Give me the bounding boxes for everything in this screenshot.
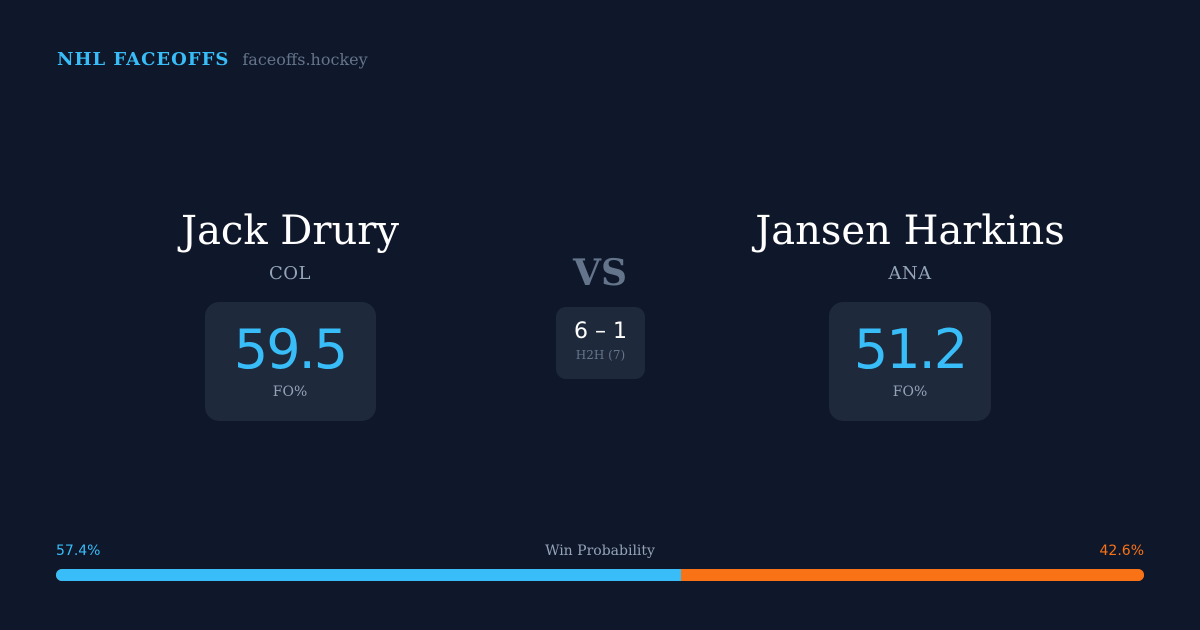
faceoff-label: FO% xyxy=(892,384,928,400)
win-probability-bar xyxy=(56,569,1144,581)
faceoff-label: FO% xyxy=(272,384,308,400)
brand-name: NHL FACEOFFS xyxy=(57,49,230,70)
vs-label: VS xyxy=(573,252,627,294)
win-prob-right: 42.6% xyxy=(1099,543,1144,559)
faceoff-percentage: 59.5 xyxy=(233,318,348,381)
h2h-score: 6 – 1 xyxy=(574,319,627,344)
faceoff-percentage: 51.2 xyxy=(853,318,968,381)
win-prob-bar-right xyxy=(680,569,1144,581)
faceoff-stat-card: 51.2 FO% xyxy=(829,302,991,421)
win-prob-left: 57.4% xyxy=(56,543,101,559)
head-to-head-card: 6 – 1 H2H (7) xyxy=(556,307,645,379)
h2h-label: H2H (7) xyxy=(575,348,626,362)
player-name: Jansen Harkins xyxy=(755,208,1065,254)
player-left: Jack Drury COL 59.5 FO% xyxy=(90,205,490,421)
player-name: Jack Drury xyxy=(181,208,399,254)
brand: NHL FACEOFFS faceoffs.hockey xyxy=(57,49,368,70)
brand-url: faceoffs.hockey xyxy=(242,50,368,69)
player-right: Jansen Harkins ANA 51.2 FO% xyxy=(710,205,1110,421)
win-prob-title: Win Probability xyxy=(545,543,655,559)
win-prob-bar-left xyxy=(56,569,681,581)
faceoff-stat-card: 59.5 FO% xyxy=(204,302,376,421)
player-team: COL xyxy=(269,263,311,284)
player-team: ANA xyxy=(888,263,932,284)
win-probability: 57.4% Win Probability 42.6% xyxy=(56,543,1144,581)
